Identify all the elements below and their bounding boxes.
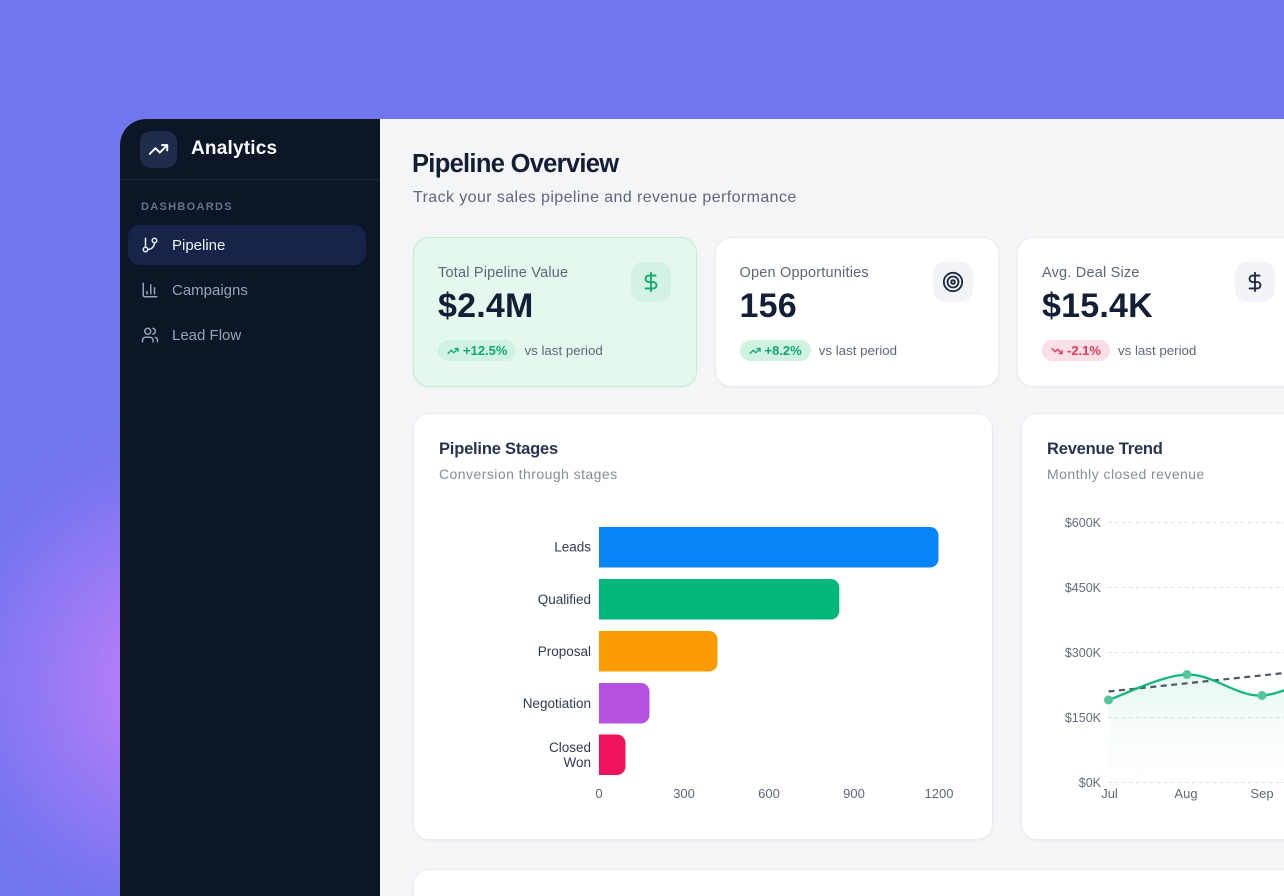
svg-text:Won: Won (563, 755, 591, 770)
svg-text:600: 600 (758, 786, 780, 801)
svg-text:$600K: $600K (1065, 516, 1102, 530)
svg-text:Proposal: Proposal (538, 644, 591, 659)
svg-text:300: 300 (673, 786, 695, 801)
svg-text:Negotiation: Negotiation (523, 696, 591, 711)
svg-text:1200: 1200 (925, 786, 954, 801)
svg-text:$0K: $0K (1079, 776, 1102, 790)
svg-text:$150K: $150K (1065, 711, 1102, 725)
svg-text:$300K: $300K (1065, 646, 1102, 660)
svg-text:Leads: Leads (554, 540, 591, 555)
svg-text:0: 0 (595, 786, 602, 801)
svg-text:Qualified: Qualified (538, 592, 591, 607)
svg-text:900: 900 (843, 786, 865, 801)
svg-text:Closed: Closed (549, 740, 591, 755)
svg-text:Aug: Aug (1174, 786, 1197, 801)
svg-text:Jul: Jul (1101, 786, 1118, 801)
svg-text:$450K: $450K (1065, 581, 1102, 595)
svg-text:Sep: Sep (1250, 786, 1273, 801)
